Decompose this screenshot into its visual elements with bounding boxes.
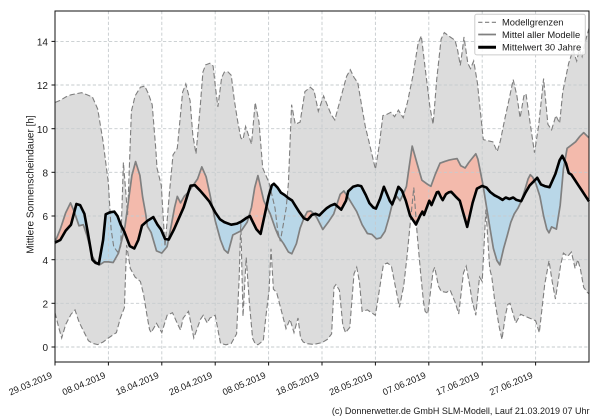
svg-text:4: 4 <box>42 256 48 267</box>
svg-text:Modellgrenzen: Modellgrenzen <box>502 17 564 28</box>
svg-text:10: 10 <box>37 125 49 136</box>
svg-text:8: 8 <box>42 168 48 179</box>
svg-text:12: 12 <box>37 81 49 92</box>
svg-text:(c) Donnerwetter.de GmbH SLM-M: (c) Donnerwetter.de GmbH SLM-Modell, Lau… <box>332 406 590 416</box>
svg-text:6: 6 <box>42 212 48 223</box>
svg-text:2: 2 <box>42 299 48 310</box>
svg-text:Mittlere Sonnenscheindauer [h]: Mittlere Sonnenscheindauer [h] <box>26 115 37 254</box>
svg-text:Mittel aller Modelle: Mittel aller Modelle <box>502 29 580 40</box>
svg-text:14: 14 <box>37 38 49 49</box>
svg-text:0: 0 <box>42 343 48 354</box>
svg-text:Mittelwert 30 Jahre: Mittelwert 30 Jahre <box>502 42 581 53</box>
